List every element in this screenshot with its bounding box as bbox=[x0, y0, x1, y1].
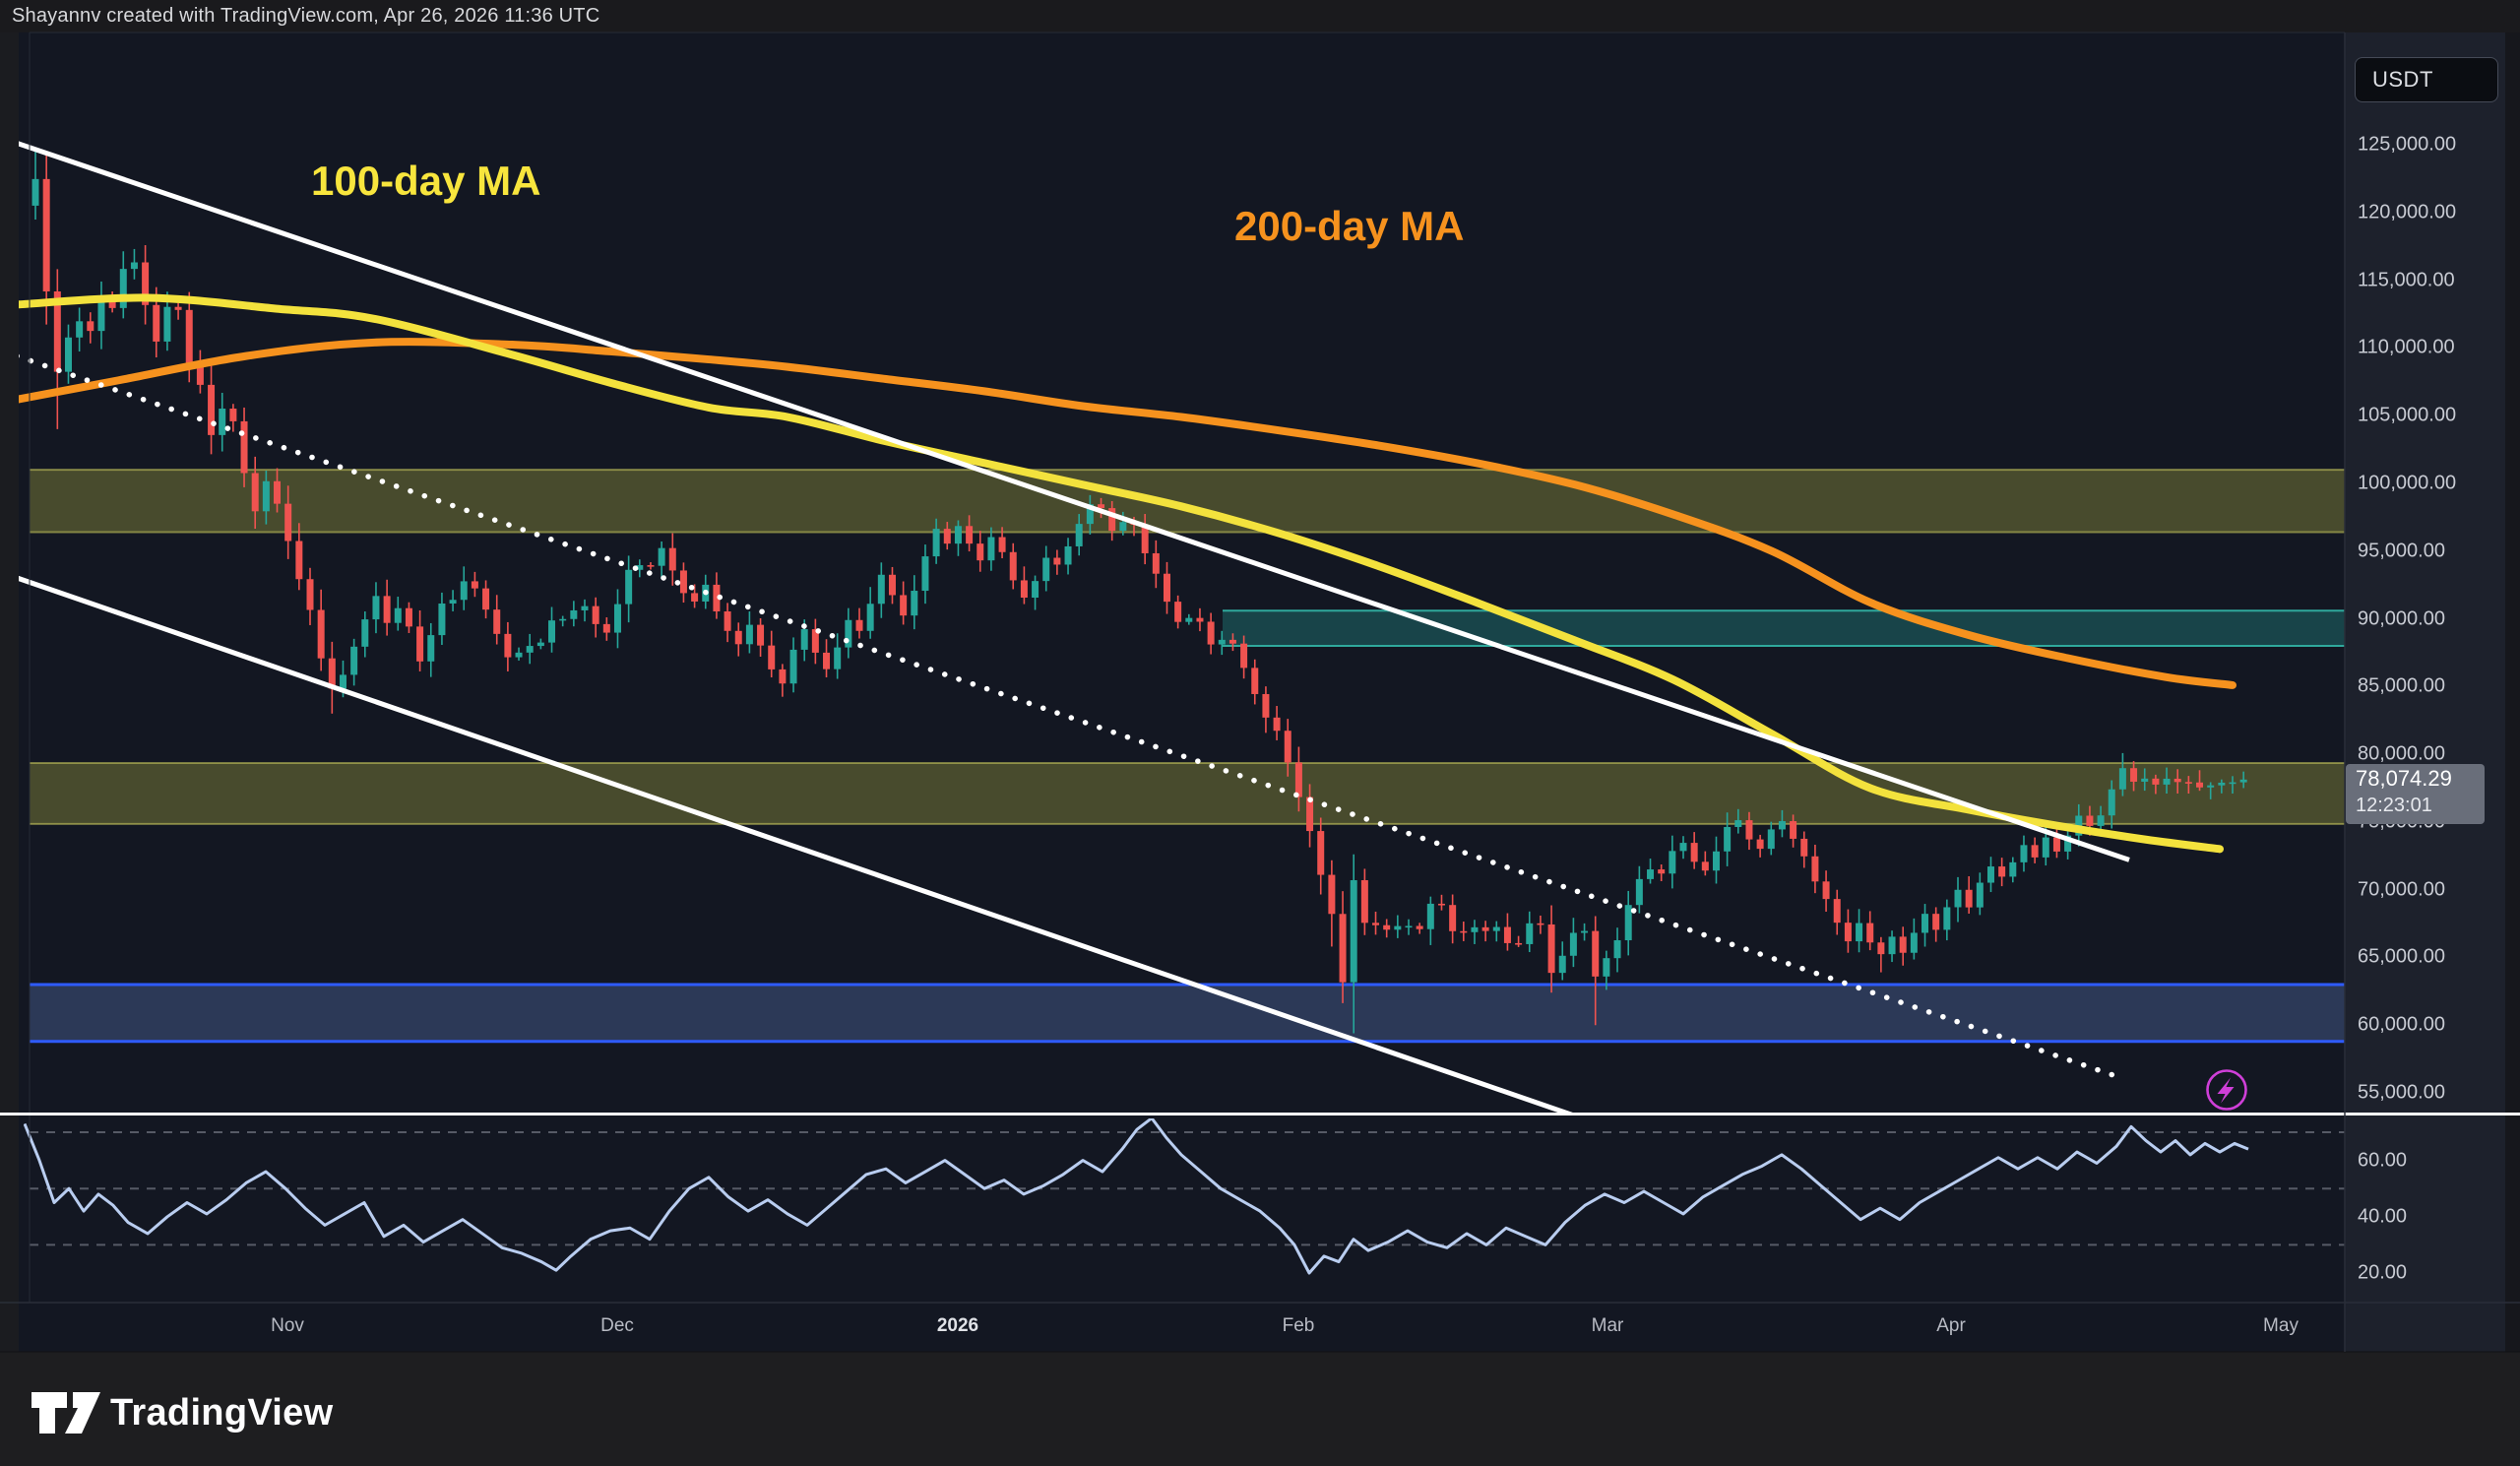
price-axis-label: 115,000.00 bbox=[2358, 269, 2455, 291]
trendlines-layer bbox=[19, 141, 2130, 1113]
time-axis-label: May bbox=[2263, 1315, 2299, 1336]
price-axis-label: 105,000.00 bbox=[2358, 404, 2457, 426]
price-axis-label: 55,000.00 bbox=[2358, 1081, 2445, 1104]
ma200-annotation-label: 200-day MA bbox=[1234, 203, 1465, 249]
attribution-bar: Shayannv created with TradingView.com, A… bbox=[0, 0, 2520, 32]
zones-layer bbox=[30, 469, 2345, 1044]
price-axis-label: 65,000.00 bbox=[2358, 945, 2445, 968]
price-axis-label: 85,000.00 bbox=[2358, 674, 2445, 697]
ma200-line bbox=[19, 338, 2236, 689]
rsi-layer bbox=[24, 1118, 2345, 1275]
rsi-axis-label: 60.00 bbox=[2358, 1149, 2408, 1172]
time-axis-label: Mar bbox=[1591, 1315, 1624, 1336]
time-axis-label: Apr bbox=[1936, 1315, 1966, 1336]
time-axis-label: 2026 bbox=[936, 1315, 979, 1336]
price-axis[interactable] bbox=[2345, 32, 2505, 1352]
last-price-value: 78,074.29 bbox=[2356, 766, 2452, 791]
flash-lightning-icon[interactable] bbox=[2197, 1060, 2256, 1119]
ma100-annotation-label: 100-day MA bbox=[311, 158, 541, 204]
moving-averages-layer bbox=[19, 293, 2236, 854]
time-axis-label: Nov bbox=[271, 1315, 304, 1336]
last-price-badge: 78,074.29 12:23:01 bbox=[2346, 764, 2485, 824]
bar-countdown-timer: 12:23:01 bbox=[2356, 795, 2432, 816]
rsi-axis-label: 40.00 bbox=[2358, 1205, 2408, 1228]
rsi-axis-label: 20.00 bbox=[2358, 1261, 2408, 1284]
tradingview-logo-icon[interactable] bbox=[30, 1386, 325, 1441]
price-axis-label: 90,000.00 bbox=[2358, 607, 2445, 629]
price-axis-label: 80,000.00 bbox=[2358, 742, 2445, 765]
attribution-text: Shayannv created with TradingView.com, A… bbox=[12, 5, 600, 27]
ma100-line bbox=[19, 293, 2224, 854]
price-axis-label: 120,000.00 bbox=[2358, 201, 2457, 223]
tradingview-brand-text: TradingView bbox=[110, 1392, 334, 1434]
candles-layer bbox=[32, 147, 2247, 1034]
price-axis-label: 125,000.00 bbox=[2358, 133, 2457, 156]
price-axis-label: 95,000.00 bbox=[2358, 540, 2445, 562]
left-margin bbox=[0, 32, 19, 1352]
time-axis-label: Feb bbox=[1282, 1315, 1315, 1336]
price-axis-label: 60,000.00 bbox=[2358, 1013, 2445, 1036]
footer-strip bbox=[0, 1352, 2520, 1466]
price-axis-label: 110,000.00 bbox=[2358, 336, 2455, 358]
price-axis-label: 100,000.00 bbox=[2358, 472, 2457, 494]
time-axis-label: Dec bbox=[600, 1315, 634, 1336]
pane-separator bbox=[0, 1113, 2520, 1115]
axis-scroll-strip bbox=[2505, 32, 2520, 1352]
quote-currency-button[interactable]: USDT bbox=[2355, 57, 2498, 102]
price-axis-label: 70,000.00 bbox=[2358, 878, 2445, 901]
